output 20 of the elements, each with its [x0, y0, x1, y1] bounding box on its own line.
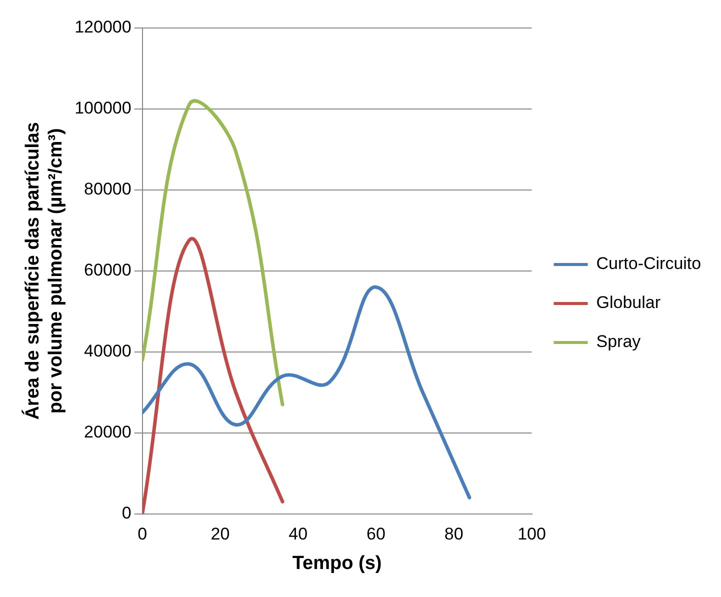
- y-tick-label: 20000: [84, 422, 132, 442]
- x-tick-label: 40: [288, 524, 308, 544]
- y-tick-label: 80000: [84, 180, 132, 199]
- x-tick-label: 0: [138, 524, 148, 544]
- y-tick-label: 100000: [74, 98, 132, 118]
- y-tick-label: 60000: [84, 260, 132, 280]
- y-axis-title: Área de superfície das partículas por volume pulmonar (µm²/cm³): [22, 122, 66, 420]
- x-tick-label: 60: [366, 524, 386, 544]
- legend-label: Globular: [596, 293, 661, 312]
- y-tick-label: 120000: [74, 18, 132, 37]
- y-tick-label: 0: [122, 503, 132, 522]
- line-series: [142, 285, 472, 500]
- legend-label: Spray: [596, 332, 642, 352]
- x-axis-title: Tempo (s): [292, 552, 382, 574]
- y-tick-label: 40000: [84, 342, 132, 361]
- x-tick-label: 20: [210, 524, 230, 544]
- legend-label: Curto-Circuito: [596, 254, 702, 274]
- x-tick-label: 100: [518, 524, 546, 544]
- x-tick-label: 80: [444, 524, 464, 544]
- line-series: [142, 238, 284, 514]
